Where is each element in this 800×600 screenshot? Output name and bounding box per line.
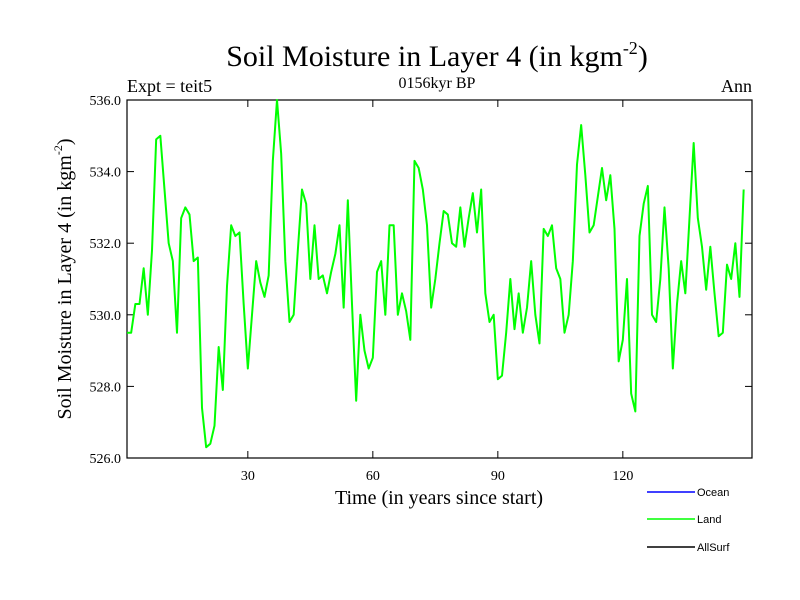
- y-tick-label: 530.0: [90, 309, 122, 324]
- legend: Ocean Land AllSurf: [647, 487, 730, 554]
- x-axis-ticks: 30 60 90 120: [241, 100, 633, 484]
- legend-label-land: Land: [697, 514, 721, 526]
- subtitle: 0156kyr BP: [399, 75, 476, 92]
- x-tick-label: 60: [366, 469, 380, 484]
- chart-title-superscript: -2: [623, 38, 638, 58]
- y-tick-label: 528.0: [90, 380, 122, 395]
- chart-title: Soil Moisture in Layer 4 (in kgm-2): [226, 38, 648, 73]
- plot-area: [126, 99, 753, 459]
- x-axis-label: Time (in years since start): [335, 487, 543, 509]
- y-axis-label-superscript: -2: [51, 145, 65, 155]
- experiment-label: Expt = teit5: [127, 76, 212, 96]
- series-line-land: [127, 99, 745, 449]
- legend-label-ocean: Ocean: [697, 487, 729, 499]
- season-label: Ann: [721, 76, 752, 96]
- x-tick-label: 30: [241, 469, 255, 484]
- y-tick-label: 526.0: [90, 452, 122, 467]
- y-tick-label: 534.0: [90, 166, 122, 181]
- x-tick-label: 120: [612, 469, 633, 484]
- y-tick-label: 532.0: [90, 237, 122, 252]
- y-axis-ticks: 526.0 528.0 530.0 532.0 534.0 536.0: [90, 94, 752, 467]
- x-tick-label: 90: [491, 469, 505, 484]
- legend-label-allsurf: AllSurf: [697, 542, 730, 554]
- y-axis-label: Soil Moisture in Layer 4 (in kgm-2): [51, 138, 76, 419]
- y-tick-label: 536.0: [90, 94, 122, 109]
